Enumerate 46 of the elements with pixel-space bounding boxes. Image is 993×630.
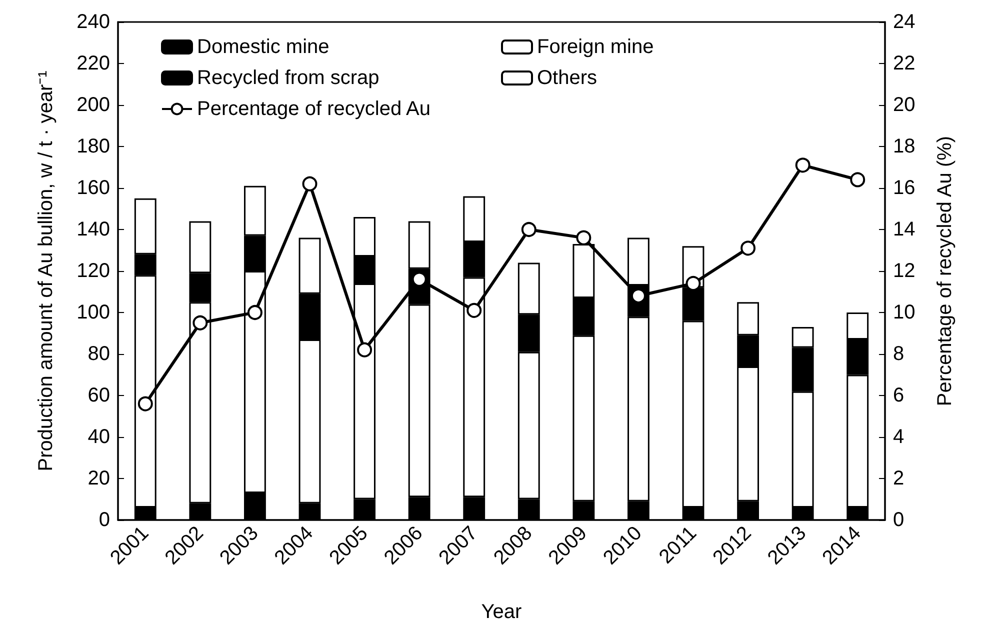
y-tick-label: 60 xyxy=(88,384,110,406)
legend-label: Domestic mine xyxy=(197,36,330,58)
y2-tick-label: 14 xyxy=(893,218,916,240)
legend-label: Percentage of recycled Au xyxy=(197,98,430,120)
y2-axis-title: Percentage of recycled Au (%) xyxy=(934,136,956,406)
y-tick-label: 80 xyxy=(88,343,110,365)
y2-tick-label: 0 xyxy=(893,509,904,531)
point xyxy=(247,305,262,320)
y2-tick-label: 4 xyxy=(893,426,904,448)
point xyxy=(795,158,810,173)
y2-tick-label: 16 xyxy=(893,177,916,199)
point xyxy=(466,302,482,318)
y-tick-label: 100 xyxy=(76,302,110,324)
y-tick-label: 120 xyxy=(76,260,110,282)
point xyxy=(521,222,536,237)
point xyxy=(302,176,318,192)
legend-label: Recycled from scrap xyxy=(197,67,380,89)
point xyxy=(686,276,701,291)
y2-tick-label: 6 xyxy=(893,384,904,406)
point xyxy=(740,240,756,256)
y-tick-label: 20 xyxy=(88,468,110,490)
point xyxy=(357,342,372,358)
legend-label: Others xyxy=(537,67,598,89)
y-tick-label: 240 xyxy=(76,11,110,33)
y2-tick-label: 20 xyxy=(893,94,916,116)
y2-tick-label: 24 xyxy=(893,11,916,33)
y-tick-label: 200 xyxy=(76,94,110,116)
y2-tick-label: 12 xyxy=(893,260,916,282)
y-tick-label: 140 xyxy=(76,218,110,240)
point xyxy=(576,230,592,246)
y2-tick-label: 18 xyxy=(893,136,916,158)
y-axis-title: Production amount of Au bullion, w / t · year⁻¹ xyxy=(35,70,57,472)
legend-label: Foreign mine xyxy=(537,36,654,58)
y-tick-label: 220 xyxy=(76,52,110,74)
point xyxy=(138,396,153,412)
y-tick-label: 0 xyxy=(98,509,110,531)
point xyxy=(192,315,208,330)
point xyxy=(850,172,866,188)
y2-tick-label: 8 xyxy=(893,343,904,365)
y2-tick-label: 10 xyxy=(893,302,916,324)
y-tick-label: 180 xyxy=(76,136,110,158)
y2-tick-label: 22 xyxy=(893,52,916,74)
y-tick-label: 160 xyxy=(76,177,110,199)
y2-tick-label: 2 xyxy=(893,468,904,490)
x-axis-title: Year xyxy=(481,601,522,623)
y-tick-label: 40 xyxy=(88,426,110,448)
